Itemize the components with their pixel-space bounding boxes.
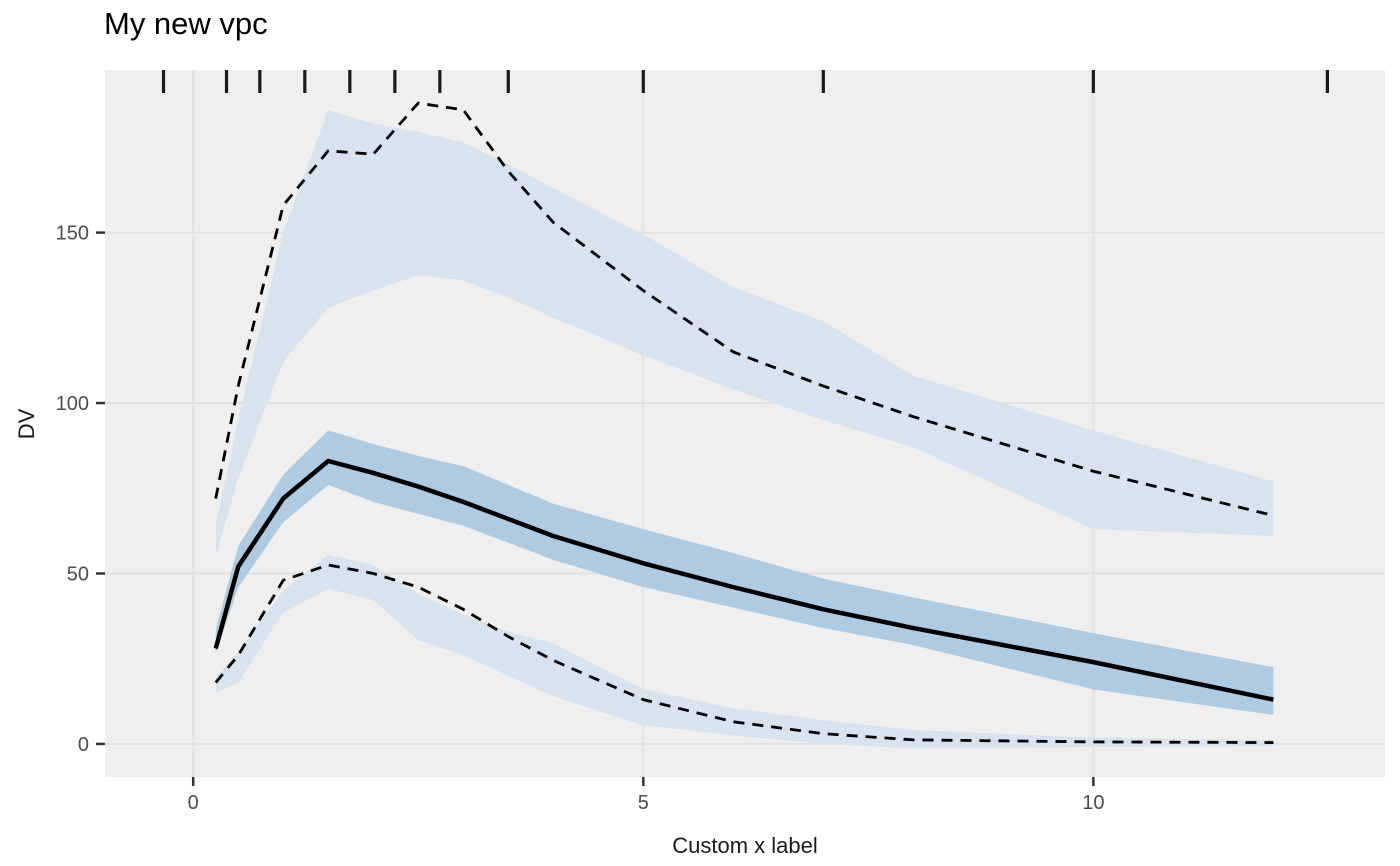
x-tick-label-5: 5 [638,792,649,814]
plot-title: My new vpc [104,6,268,41]
x-tick-label-0: 0 [188,792,199,814]
percentile-line-2 [214,563,1274,744]
y-axis-label: DV [14,408,39,440]
y-tick-label-100: 100 [56,393,89,415]
y-tick-label-0: 0 [78,734,89,756]
y-tick-label-50: 50 [67,563,89,585]
y-tick-label-150: 150 [56,223,89,245]
x-tick-label-10: 10 [1082,792,1104,814]
x-axis-label: Custom x label [672,833,818,858]
percentile-line-0 [214,101,1274,517]
ci-ribbon-2 [215,554,1274,749]
percentile-line-1 [213,458,1274,702]
ci-ribbon-1 [215,430,1274,715]
